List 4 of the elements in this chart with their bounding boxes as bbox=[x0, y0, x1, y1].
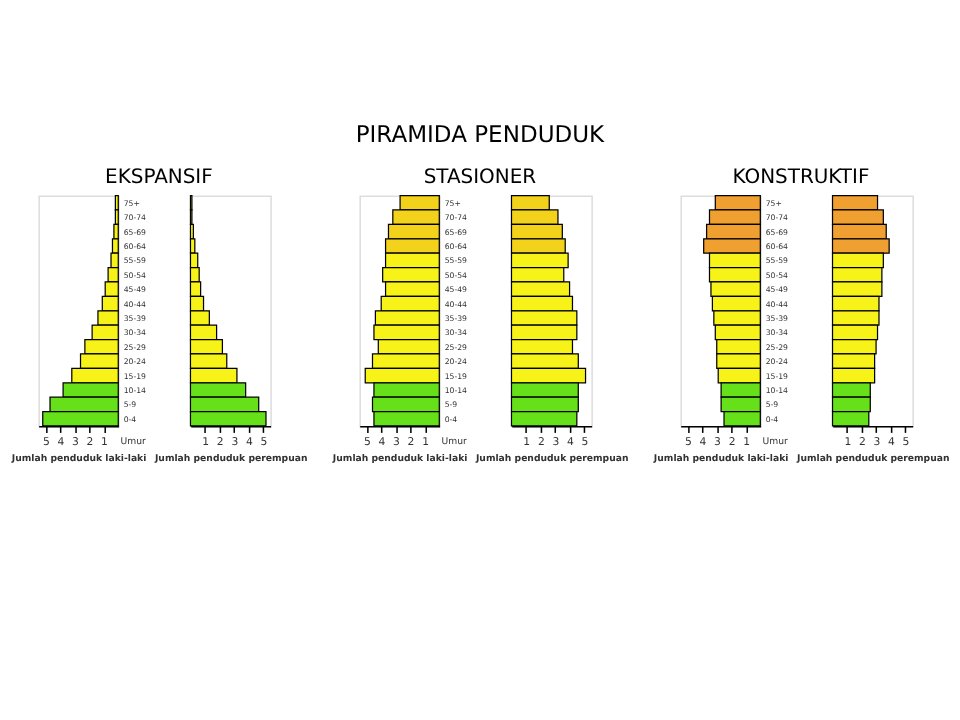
text: PIRAMIDA PENDUDUK bbox=[355, 119, 606, 148]
text: EKSPANSIF bbox=[105, 167, 214, 190]
text: STASIONER bbox=[423, 167, 537, 190]
text: KONSTRUKTIF bbox=[732, 167, 870, 190]
